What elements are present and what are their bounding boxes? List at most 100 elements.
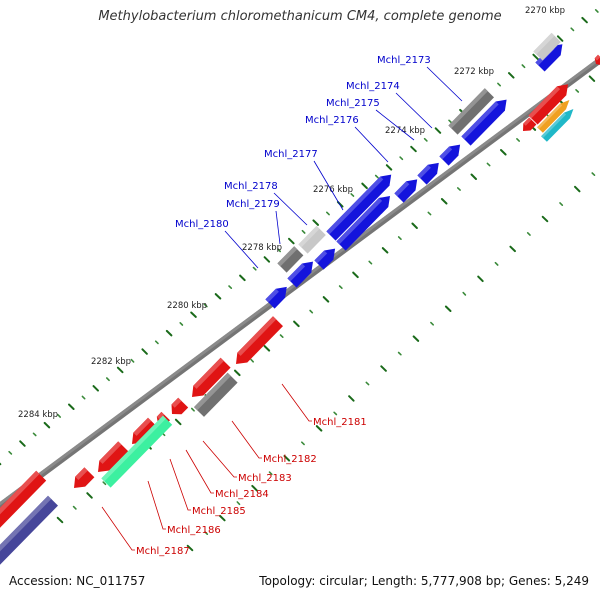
tick-mark: [462, 291, 467, 296]
genome-summary: Topology: circular; Length: 5,777,908 bp…: [259, 574, 589, 588]
gene-mchl-2182-arrow-body: [194, 372, 238, 417]
gene-label-mchl-2185: Mchl_2185: [169, 458, 246, 517]
kbp-label: 2274 kbp: [385, 126, 425, 136]
tick-mark: [516, 138, 521, 142]
gene-orange-right: [537, 100, 570, 133]
tick-mark: [380, 365, 387, 372]
gene-gray-b-highlight: [448, 88, 488, 129]
gene-mchl-2181-arrow: [236, 316, 283, 364]
tick-mark: [19, 440, 26, 447]
gene-label-text: Mchl_2178: [224, 181, 278, 192]
gene-red-right: [528, 84, 568, 125]
kbp-label: 2282 kbp: [91, 357, 131, 367]
gene-teal-lower-body: [101, 415, 173, 488]
gene-mchl-2179-arrow-highlight: [287, 263, 306, 282]
leader-line: [375, 109, 415, 141]
tick-mark: [456, 187, 461, 191]
gene-mchl-2180-arrow-body: [265, 286, 287, 309]
tick-mark: [588, 75, 596, 82]
tick-mark: [300, 441, 305, 446]
tick-mark: [397, 351, 402, 356]
tick-mark: [252, 266, 257, 271]
tick-mark: [102, 481, 107, 486]
tick-mark: [315, 425, 323, 432]
gene-label-text: Mchl_2183: [238, 473, 292, 484]
gene-label-mchl-2187: Mchl_2187: [101, 506, 190, 557]
leader-line: [273, 192, 308, 226]
tick-mark: [509, 245, 516, 253]
tick-mark: [581, 16, 588, 24]
tick-mark: [239, 274, 246, 282]
gene-label-text: Mchl_2187: [136, 546, 190, 557]
gene-mchl-2187-arrow-body: [98, 441, 129, 472]
tick-mark: [594, 9, 599, 13]
accession-value: NC_011757: [76, 574, 146, 588]
gene-label-text: Mchl_2176: [305, 115, 359, 126]
gene-label-mchl-2183: Mchl_2183: [202, 440, 292, 484]
genes-label: Genes:: [508, 574, 551, 588]
gene-label-text: Mchl_2180: [175, 219, 229, 230]
tick-mark: [497, 82, 502, 87]
tick-mark: [228, 285, 233, 290]
tick-mark: [190, 311, 197, 318]
tick-mark: [470, 173, 477, 180]
tick-mark: [106, 377, 110, 382]
gene-lightgray-a: [298, 225, 326, 254]
tick-mark: [186, 544, 194, 552]
gene-label-text: Mchl_2181: [313, 417, 367, 428]
tick-mark: [234, 369, 241, 377]
tick-mark: [427, 211, 432, 216]
tick-mark: [301, 229, 306, 234]
gene-label-text: Mchl_2173: [377, 55, 431, 66]
gene-mchl-2182-arrow-highlight: [194, 372, 231, 411]
gene-forward-long: [326, 174, 392, 241]
tick-mark: [191, 407, 195, 412]
gene-mchl-2183-arrow: [192, 357, 231, 397]
tick-mark: [268, 471, 273, 476]
gene-mchl-2185-arrow-highlight: [156, 411, 165, 420]
gene-red-right-highlight: [528, 86, 561, 119]
tick-mark: [541, 215, 549, 223]
tick-mark: [486, 162, 491, 167]
gene-mchl-2173-arrow-highlight: [461, 101, 499, 140]
gene-mchl-2176-arrow-body: [394, 179, 418, 203]
tick-mark: [8, 450, 13, 455]
tick-mark: [521, 64, 526, 69]
gene-mchl-2183-arrow-highlight: [193, 357, 224, 389]
tick-mark: [423, 137, 428, 142]
tick-mark: [526, 232, 531, 236]
leader-line: [101, 506, 135, 551]
gene-red-lower-left: [0, 470, 47, 528]
topology-label: Topology:: [259, 574, 316, 588]
gene-label-text: Mchl_2179: [226, 199, 280, 210]
tick-mark: [250, 358, 254, 363]
gene-mchl-2174-arrow: [439, 144, 461, 166]
gene-mchl-2180-arrow-highlight: [265, 288, 279, 303]
gene-red-small-right: [523, 117, 537, 131]
tick-mark: [92, 385, 99, 392]
tick-mark: [411, 222, 418, 229]
gene-lightgray-top-body: [533, 32, 561, 61]
tick-mark: [532, 53, 539, 61]
tick-mark: [448, 119, 453, 124]
gene-mchl-2187-arrow-highlight: [99, 441, 122, 464]
gene-mchl-2181-arrow-highlight: [237, 316, 277, 356]
tick-mark: [381, 247, 389, 254]
gene-label-mchl-2180: Mchl_2180: [175, 219, 259, 269]
tick-mark: [309, 309, 314, 314]
tick-mark: [574, 185, 581, 193]
gene-mchl-2179-arrow-body: [287, 261, 313, 288]
gene-forward-long-body: [326, 174, 392, 241]
gene-label-mchl-2176: Mchl_2176: [305, 115, 389, 163]
gene-label-text: Mchl_2182: [263, 454, 317, 465]
gene-red-lower-left-body: [0, 470, 47, 528]
kbp-label: 2284 kbp: [18, 410, 58, 420]
gene-forward-top-body: [535, 44, 563, 72]
gene-mchl-2173-arrow-body: [461, 99, 507, 146]
tick-mark: [434, 127, 442, 134]
tick-mark: [399, 156, 404, 161]
kbp-label: 2272 kbp: [454, 67, 494, 77]
gene-label-mchl-2175: Mchl_2175: [326, 98, 415, 141]
tick-mark: [559, 202, 564, 206]
